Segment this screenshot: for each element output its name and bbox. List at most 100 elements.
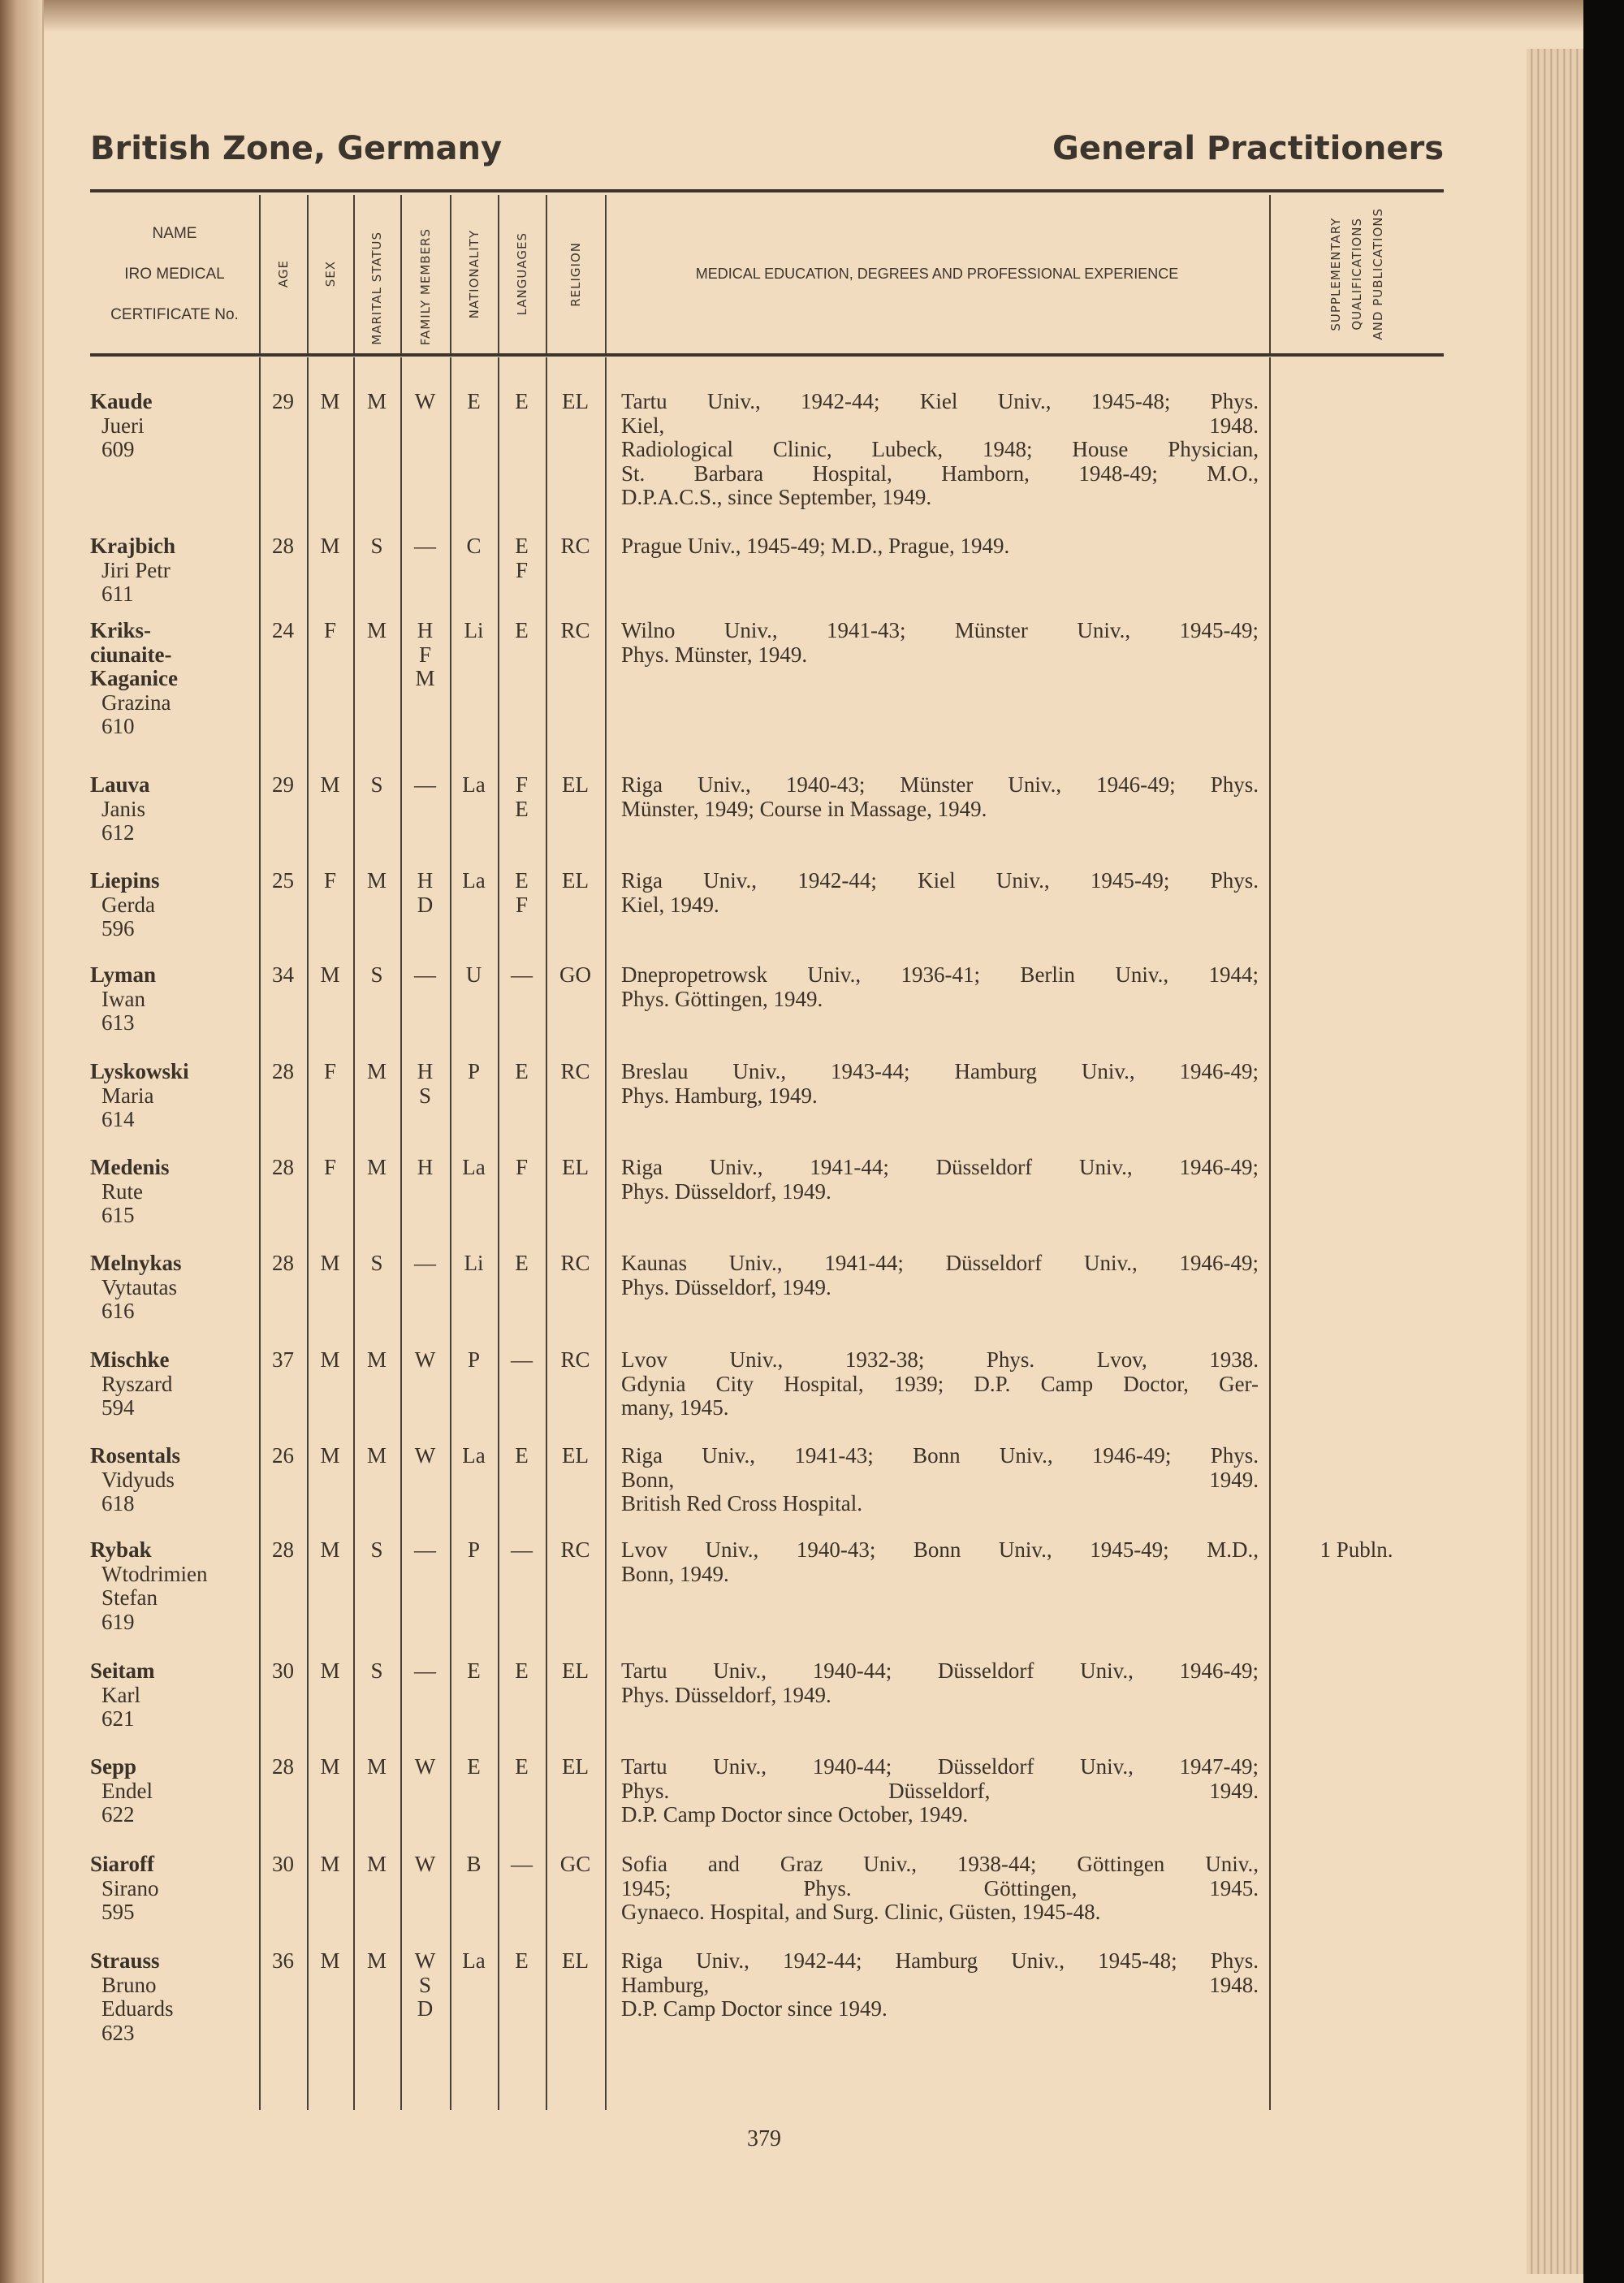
- sex-value: F: [323, 1059, 337, 1083]
- education-line: Bonn, 1949.: [621, 1561, 729, 1586]
- surname: Strauss: [90, 1948, 160, 1973]
- name-cell: Lauva Janis 612: [90, 772, 259, 845]
- column-divider: [259, 195, 261, 353]
- education-line: Dnepropetrowsk Univ., 1936-41; Berlin Un…: [621, 962, 1259, 987]
- family-cell: W: [400, 1347, 450, 1373]
- given-name: Vidyuds: [102, 1467, 175, 1492]
- sex-cell: M: [307, 772, 353, 798]
- marital-value: M: [366, 1754, 387, 1779]
- education-line: many, 1945.: [621, 1395, 729, 1420]
- sex-value: M: [320, 1754, 340, 1779]
- nationality-cell: La: [450, 868, 498, 893]
- age-value: 36: [272, 1948, 294, 1973]
- religion-value: EL: [562, 1948, 589, 1973]
- age-value: 30: [272, 1658, 294, 1683]
- marital-value: M: [366, 389, 387, 413]
- given-name: Karl: [102, 1682, 140, 1707]
- education-cell: Riga Univ., 1942-44; Hamburg Univ., 1945…: [621, 1948, 1259, 2021]
- religion-cell: EL: [546, 389, 605, 414]
- header-supp-line: QUALIFICATIONS: [1349, 218, 1364, 331]
- education-line: Hamburg, 1948.: [621, 1972, 1259, 1997]
- nationality-cell: P: [450, 1347, 498, 1373]
- religion-value: GO: [559, 962, 591, 987]
- family-cell: H: [400, 1155, 450, 1180]
- religion-cell: RC: [546, 1059, 605, 1084]
- header-supplementary-label: SUPPLEMENTARY QUALIFICATIONS AND PUBLICA…: [1325, 208, 1389, 340]
- education-line: Lvov Univ., 1932-38; Phys. Lvov, 1938.: [621, 1347, 1259, 1372]
- nationality-cell: La: [450, 772, 498, 798]
- column-header-education: MEDICAL EDUCATION, DEGREES AND PROFESSIO…: [695, 266, 1179, 282]
- header-iro-label: IRO MEDICAL: [124, 265, 225, 283]
- family-cell: W: [400, 1443, 450, 1468]
- marital-value: M: [366, 1443, 387, 1468]
- family-value: H: [417, 618, 434, 642]
- education-line: Tartu Univ., 1940-44; Düsseldorf Univ., …: [621, 1754, 1259, 1779]
- sex-value: F: [323, 618, 337, 642]
- name-cell: Siaroff Sirano 595: [90, 1852, 259, 1925]
- surname: Lyskowski: [90, 1059, 189, 1083]
- sex-cell: M: [307, 1347, 353, 1373]
- education-line: Tartu Univ., 1940-44; Düsseldorf Univ., …: [621, 1658, 1259, 1683]
- languages-cell: —: [498, 962, 546, 988]
- header-name-label: NAME: [152, 224, 197, 242]
- header-religion-label: RELIGION: [568, 241, 583, 307]
- education-cell: Tartu Univ., 1942-44; Kiel Univ., 1945-4…: [621, 389, 1259, 510]
- education-line: D.P. Camp Doctor since 1949.: [621, 1996, 888, 2021]
- certificate-number: 614: [102, 1107, 135, 1131]
- given-name: Eduards: [102, 1996, 174, 2021]
- supplementary-cell: 1 Publn.: [1320, 1537, 1393, 1562]
- family-cell: W: [400, 1754, 450, 1779]
- age-value: 28: [272, 1754, 294, 1779]
- family-cell: —: [400, 534, 450, 559]
- certificate-number: 619: [102, 1609, 135, 1634]
- languages-cell: E: [498, 1658, 546, 1684]
- education-line: British Red Cross Hospital.: [621, 1491, 863, 1516]
- age-cell: 36: [259, 1948, 307, 1974]
- header-nationality-label: NATIONALITY: [466, 229, 482, 319]
- age-cell: 30: [259, 1658, 307, 1684]
- certificate-number: 596: [102, 916, 135, 940]
- gutter-line: [42, 0, 44, 2283]
- header-cert-label: CERTIFICATE No.: [110, 305, 239, 323]
- religion-value: EL: [562, 1443, 589, 1468]
- certificate-number: 623: [102, 2020, 135, 2045]
- education-line: Kaunas Univ., 1941-44; Düsseldorf Univ.,…: [621, 1251, 1259, 1275]
- education-line: Phys. Düsseldorf, 1949.: [621, 1178, 831, 1204]
- languages-value: —: [511, 1347, 533, 1372]
- religion-cell: GC: [546, 1852, 605, 1877]
- name-cell: Liepins Gerda 596: [90, 868, 259, 941]
- marital-value: S: [370, 1658, 383, 1683]
- languages-value: E: [515, 868, 529, 893]
- book-gutter: [0, 0, 42, 2283]
- education-line: Riga Univ., 1941-44; Düsseldorf Univ., 1…: [621, 1155, 1259, 1179]
- languages-cell: E: [498, 1251, 546, 1276]
- age-value: 28: [272, 1537, 294, 1562]
- languages-cell: —: [498, 1852, 546, 1877]
- education-line: Lvov Univ., 1940-43; Bonn Univ., 1945-49…: [621, 1537, 1259, 1562]
- given-name: Endel: [102, 1778, 153, 1803]
- sex-cell: M: [307, 1251, 353, 1276]
- sex-value: M: [320, 1251, 340, 1275]
- name-cell: Rybak Wtodrimien Stefan 619: [90, 1537, 259, 1634]
- given-name: Iwan: [102, 986, 145, 1011]
- given-name: Janis: [102, 796, 145, 821]
- certificate-number: 609: [102, 437, 135, 461]
- name-cell: Kriks-ciunaite- Kaganice Grazina 610: [90, 618, 259, 739]
- education-line: Riga Univ., 1941-43; Bonn Univ., 1946-49…: [621, 1443, 1259, 1468]
- education-cell: Lvov Univ., 1940-43; Bonn Univ., 1945-49…: [621, 1537, 1259, 1586]
- education-line: Phys. Hamburg, 1949.: [621, 1083, 818, 1108]
- education-cell: Dnepropetrowsk Univ., 1936-41; Berlin Un…: [621, 962, 1259, 1011]
- sex-cell: F: [307, 1059, 353, 1084]
- name-cell: Lyskowski Maria 614: [90, 1059, 259, 1132]
- nationality-value: La: [462, 868, 486, 893]
- education-line: Breslau Univ., 1943-44; Hamburg Univ., 1…: [621, 1059, 1259, 1083]
- certificate-number: 622: [102, 1802, 135, 1827]
- top-rule: [90, 189, 1444, 192]
- marital-cell: M: [353, 1443, 400, 1468]
- name-cell: Krajbich Jiri Petr 611: [90, 534, 259, 607]
- certificate-number: 621: [102, 1706, 135, 1731]
- header-supp-line: SUPPLEMENTARY: [1328, 217, 1343, 331]
- education-cell: Breslau Univ., 1943-44; Hamburg Univ., 1…: [621, 1059, 1259, 1108]
